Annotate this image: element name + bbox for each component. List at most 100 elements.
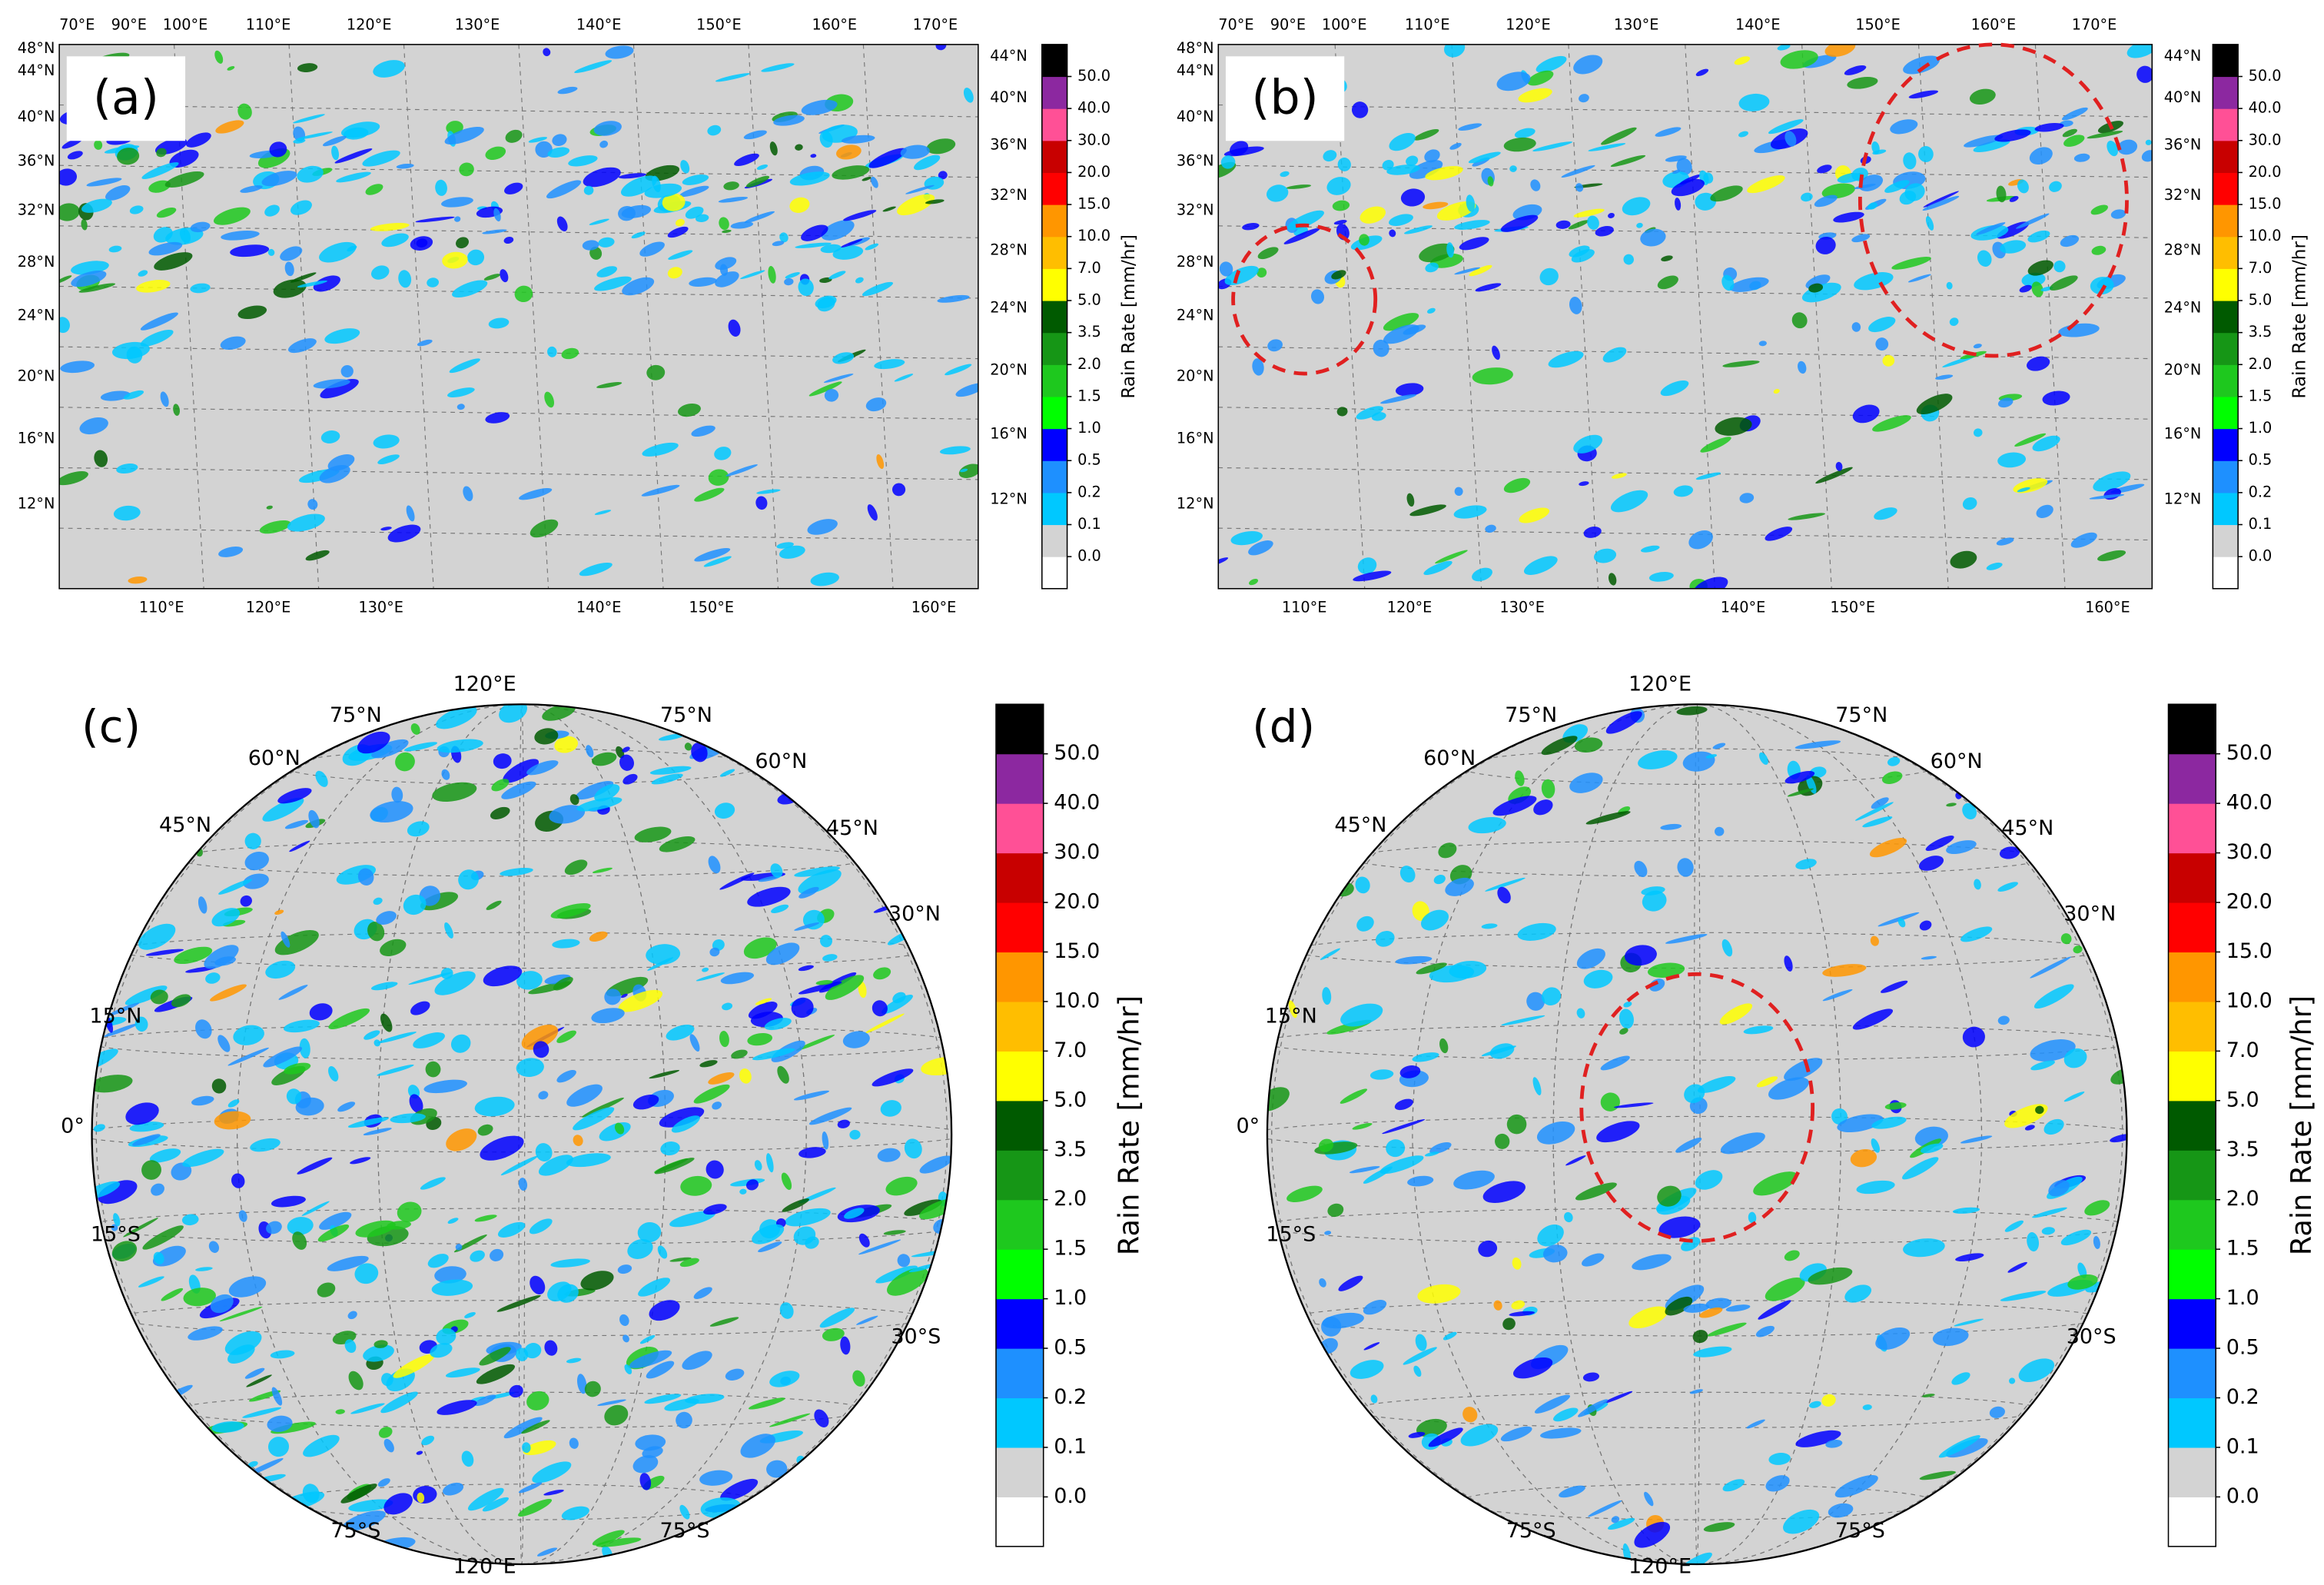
- rain-cell: [867, 504, 878, 521]
- colorbar-swatch: [2168, 803, 2216, 854]
- colorbar-tick-label: 0.5: [2226, 1336, 2259, 1360]
- rain-cell: [798, 1147, 826, 1158]
- colorbar-tick-label: 10.0: [1054, 989, 1100, 1012]
- rain-cell: [474, 1215, 497, 1222]
- rain-cell: [694, 487, 725, 502]
- rain-cell: [1784, 131, 1797, 147]
- rain-cell: [779, 232, 788, 243]
- rain-cell: [887, 1268, 928, 1296]
- rain-cell: [1746, 1419, 1765, 1429]
- rain-cell: [768, 266, 776, 284]
- rain-cell: [1721, 939, 1733, 957]
- rain-cell: [795, 144, 803, 151]
- rain-cell: [293, 138, 306, 144]
- rain-cell: [1588, 143, 1626, 151]
- rain-cell: [897, 194, 935, 216]
- rain-cell: [667, 267, 682, 279]
- rain-cell: [2014, 433, 2047, 447]
- rain-cell: [190, 283, 211, 294]
- rain-cell: [682, 174, 709, 185]
- colorbar-swatch: [2168, 1298, 2216, 1349]
- rain-cell: [1519, 507, 1550, 523]
- graticule: [1271, 704, 2123, 1564]
- rain-cell: [1581, 1253, 1605, 1267]
- rain-cell: [331, 145, 340, 161]
- grid-label: 75°N: [660, 703, 712, 727]
- rain-cell: [764, 1018, 792, 1031]
- rain-cell: [1573, 208, 1605, 218]
- colorbar-swatch: [2213, 428, 2239, 461]
- rain-cell: [1363, 1300, 1387, 1315]
- rain-cell: [1847, 77, 1878, 89]
- rain-cell: [1310, 289, 1325, 304]
- rain-cell: [592, 752, 617, 766]
- rain-cell: [894, 374, 914, 382]
- colorbar-swatch: [1041, 44, 1067, 78]
- rain-cell: [622, 277, 655, 296]
- rain-cell: [1747, 175, 1785, 194]
- rain-cell: [676, 1411, 692, 1429]
- rain-cell: [500, 1155, 538, 1176]
- rain-cell: [748, 1002, 778, 1019]
- rain-cell: [214, 1111, 251, 1130]
- rain-cell: [569, 1437, 579, 1449]
- rain-cell: [427, 1254, 449, 1268]
- rain-cell: [205, 972, 221, 984]
- rain-cell: [1962, 497, 1977, 510]
- colorbar-swatch: [2168, 1100, 2216, 1151]
- colorbar-frame: [1041, 44, 1068, 590]
- rain-cell: [78, 283, 116, 293]
- rain-cell: [718, 197, 749, 203]
- rain-cell: [1922, 1394, 1935, 1397]
- rain-cell: [2032, 435, 2060, 452]
- map-frame: [1217, 44, 2153, 590]
- rain-cell: [566, 1357, 582, 1364]
- rain-cell: [1611, 473, 1627, 479]
- rain-cell: [347, 1117, 389, 1128]
- rain-cell: [873, 967, 891, 980]
- rain-cell: [622, 1334, 629, 1343]
- rain-cell: [576, 797, 622, 812]
- colorbar-swatch: [2168, 1447, 2216, 1497]
- rain-cell: [459, 162, 474, 177]
- rain-cell: [669, 1257, 692, 1262]
- rain-cell: [1436, 201, 1476, 221]
- rain-cell: [1884, 1102, 1907, 1110]
- globe-background: [91, 704, 952, 1564]
- rain-cell: [1575, 1182, 1617, 1201]
- rain-cell: [1925, 216, 1934, 231]
- rain-cell: [1831, 1108, 1848, 1125]
- bottom-tick-label: 140°E: [576, 598, 622, 616]
- rain-cell: [722, 1002, 733, 1011]
- rain-cell: [1383, 313, 1419, 331]
- rain-cell: [233, 1025, 264, 1045]
- rain-cell: [1609, 573, 1617, 586]
- colorbar-swatch: [996, 1051, 1044, 1102]
- rain-cell: [519, 488, 553, 500]
- rain-cell: [407, 821, 430, 837]
- bottom-tick-label: 130°E: [358, 598, 403, 616]
- rain-cell: [1389, 133, 1416, 151]
- rain-cell: [703, 556, 732, 567]
- rain-cell: [415, 216, 455, 223]
- rain-cell: [709, 1317, 739, 1327]
- rain-cell: [242, 1407, 282, 1418]
- rain-cell: [113, 1213, 121, 1227]
- rain-cell: [856, 1315, 878, 1325]
- colorbar-tick-label: 0.2: [1077, 483, 1101, 500]
- rain-cell: [218, 547, 244, 557]
- rain-cell: [719, 1031, 729, 1048]
- rain-cell: [336, 171, 371, 183]
- rain-cell: [1780, 50, 1818, 69]
- rain-cell: [769, 1371, 800, 1387]
- rain-cell: [868, 148, 907, 168]
- left-tick-label: 12°N: [1177, 494, 1214, 512]
- rain-cell: [265, 960, 296, 979]
- right-tick-label: 12°N: [990, 490, 1028, 508]
- rain-cell: [2048, 1180, 2070, 1197]
- rain-cell: [59, 317, 70, 334]
- grid-label: 120°E: [1628, 1554, 1692, 1578]
- rain-cell: [2009, 196, 2019, 202]
- rain-cell: [271, 1387, 283, 1406]
- rain-cell: [1532, 141, 1572, 151]
